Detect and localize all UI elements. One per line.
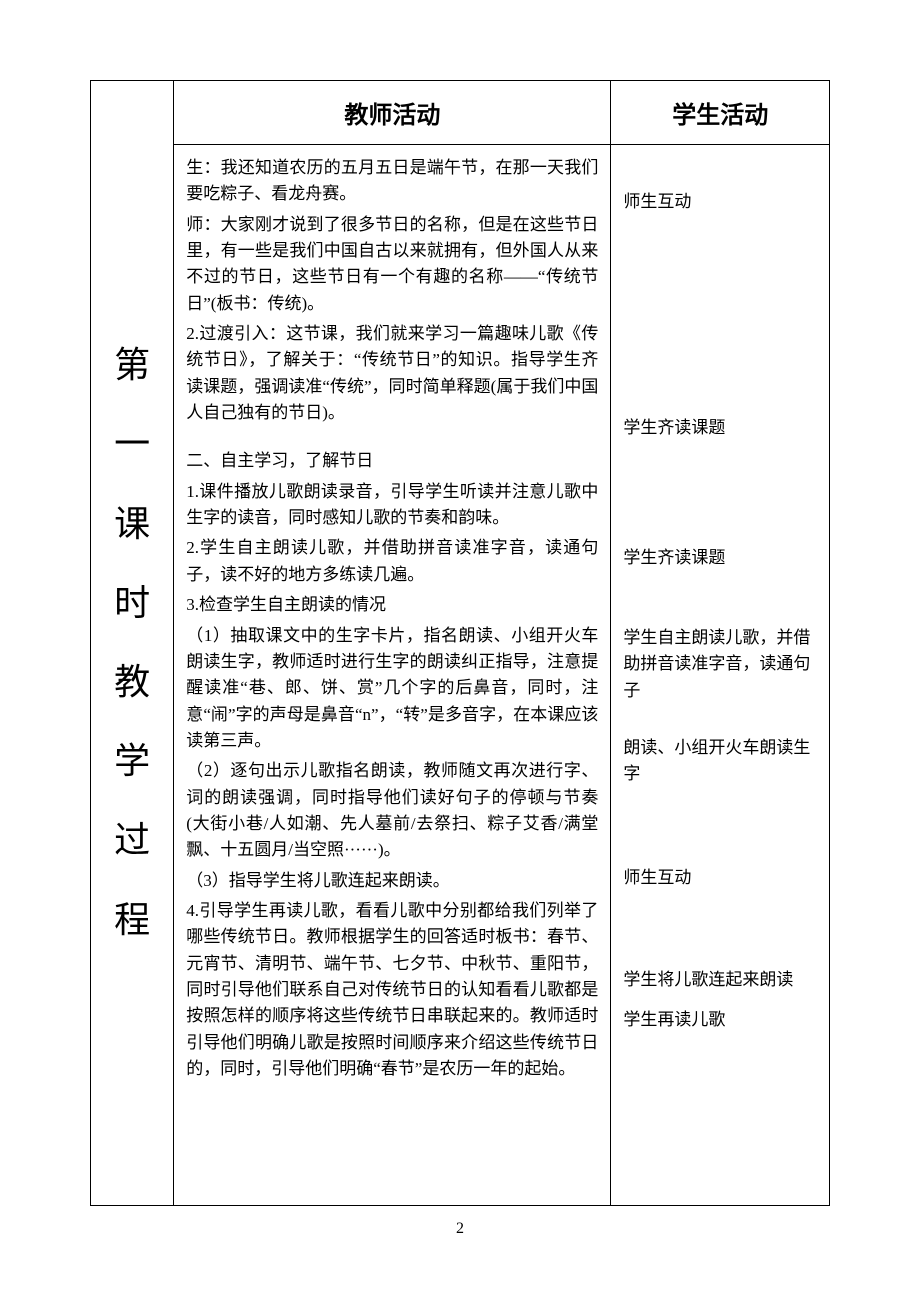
teacher-header: 教师活动	[174, 81, 611, 145]
section-gap	[186, 430, 598, 448]
student-s2: 学生齐读课题	[623, 415, 817, 441]
teacher-p3: 2.过渡引入：这节课，我们就来学习一篇趣味儿歌《传统节日》，了解关于：“传统节日…	[186, 321, 598, 426]
student-header: 学生活动	[611, 81, 830, 145]
teacher-p2: 师：大家刚才说到了很多节日的名称，但是在这些节日里，有一些是我们中国自古以来就拥…	[186, 212, 598, 317]
teacher-p10: （3）指导学生将儿歌连起来朗读。	[186, 868, 598, 894]
teacher-p5: 1.课件播放儿歌朗读录音，引导学生听读并注意儿歌中生字的读音，同时感知儿歌的节奏…	[186, 479, 598, 532]
header-row: 第一课时教学过程 教师活动 学生活动	[91, 81, 830, 145]
teacher-p11: 4.引导学生再读儿歌，看看儿歌中分别都给我们列举了哪些传统节日。教师根据学生的回…	[186, 898, 598, 1082]
student-s1: 师生互动	[623, 189, 817, 215]
side-header-cell: 第一课时教学过程	[91, 81, 174, 1206]
content-row: 生：我还知道农历的五月五日是端午节，在那一天我们要吃粽子、看龙舟赛。 师：大家刚…	[91, 145, 830, 1206]
side-header-text: 第一课时教学过程	[103, 326, 161, 960]
student-s4: 学生自主朗读儿歌，并借助拼音读准字音，读通句子	[623, 625, 817, 704]
teacher-p6: 2.学生自主朗读儿歌，并借助拼音读准字音，读通句子，读不好的地方多练读几遍。	[186, 535, 598, 588]
teacher-p8: （1）抽取课文中的生字卡片，指名朗读、小组开火车朗读生字，教师适时进行生字的朗读…	[186, 623, 598, 755]
document-page: 第一课时教学过程 教师活动 学生活动 生：我还知道农历的五月五日是端午节，在那一…	[0, 0, 920, 1278]
student-s7: 学生将儿歌连起来朗读	[623, 967, 817, 993]
teacher-p4: 二、自主学习，了解节日	[186, 448, 598, 474]
student-s3: 学生齐读课题	[623, 545, 817, 571]
student-activity-cell: 师生互动 学生齐读课题 学生齐读课题 学生自主朗读儿歌，并借助拼音读准字音，读通…	[611, 145, 830, 1206]
teacher-p1: 生：我还知道农历的五月五日是端午节，在那一天我们要吃粽子、看龙舟赛。	[186, 155, 598, 208]
teacher-activity-cell: 生：我还知道农历的五月五日是端午节，在那一天我们要吃粽子、看龙舟赛。 师：大家刚…	[174, 145, 611, 1206]
page-number: 2	[90, 1220, 830, 1238]
student-s5: 朗读、小组开火车朗读生字	[623, 735, 817, 788]
student-s8: 学生再读儿歌	[623, 1007, 817, 1033]
teacher-p9: （2）逐句出示儿歌指名朗读，教师随文再次进行字、词的朗读强调，同时指导他们读好句…	[186, 758, 598, 863]
teacher-p7: 3.检查学生自主朗读的情况	[186, 592, 598, 618]
lesson-table: 第一课时教学过程 教师活动 学生活动 生：我还知道农历的五月五日是端午节，在那一…	[90, 80, 830, 1206]
student-s6: 师生互动	[623, 865, 817, 891]
